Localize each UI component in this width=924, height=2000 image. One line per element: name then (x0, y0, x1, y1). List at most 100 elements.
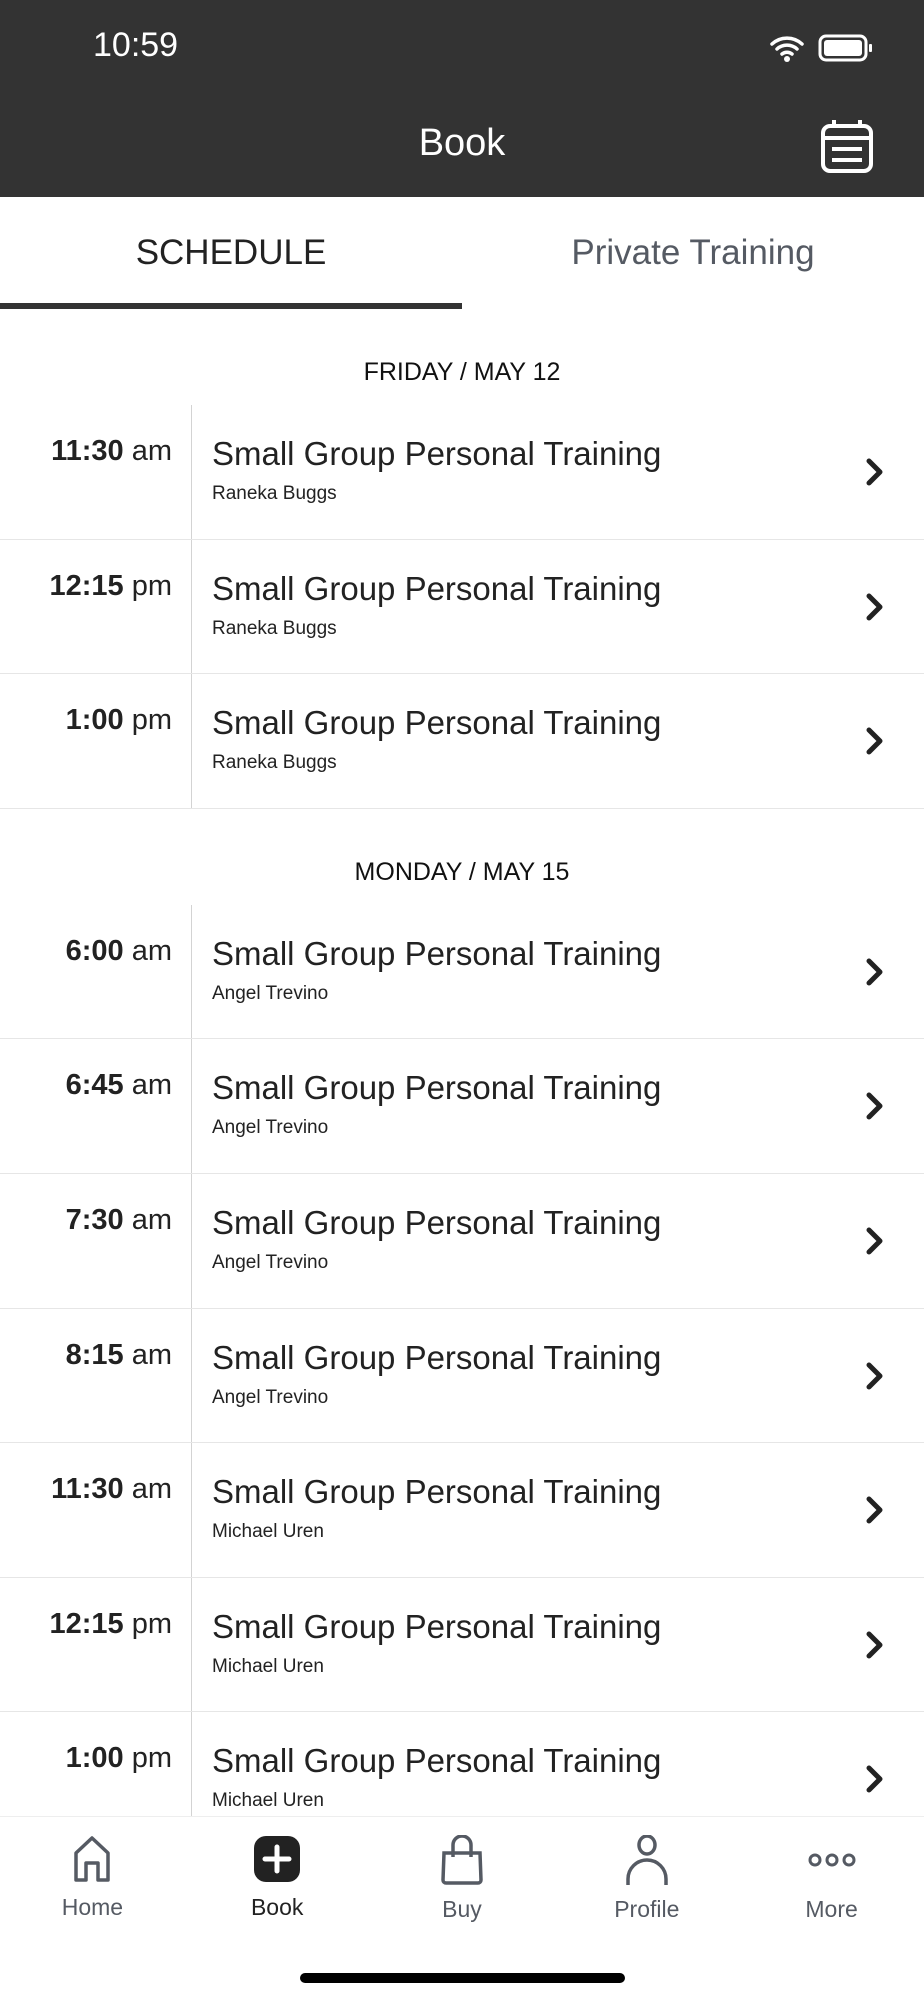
date-header: MONDAY / MAY 15 (354, 857, 570, 886)
class-row[interactable]: 8:15 am Small Group Personal Training An… (0, 1308, 924, 1444)
chevron-right-icon[interactable] (864, 726, 886, 761)
nav-more[interactable]: More (739, 1817, 924, 2000)
nav-book[interactable]: Book (185, 1817, 370, 2000)
class-time: 12:15 pm (49, 570, 172, 603)
time-value: 7:30 (65, 1203, 124, 1236)
plus-icon (253, 1836, 301, 1887)
person-icon (624, 1834, 670, 1889)
class-time: 8:15 am (66, 1339, 172, 1372)
class-row[interactable]: 12:15 pm Small Group Personal Training M… (0, 1577, 924, 1713)
class-row[interactable]: 12:15 pm Small Group Personal Training R… (0, 539, 924, 675)
chevron-right-icon[interactable] (864, 1361, 886, 1396)
tab-bar: SCHEDULE Private Training (0, 197, 924, 309)
nav-label: Book (250, 1894, 304, 1920)
chevron-right-icon[interactable] (864, 1091, 886, 1126)
class-name: Small Group Personal Training (212, 704, 662, 742)
chevron-right-icon[interactable] (864, 592, 886, 627)
status-icons (770, 34, 874, 62)
time-ampm: pm (131, 569, 172, 602)
class-name: Small Group Personal Training (212, 435, 662, 472)
divider (191, 539, 192, 674)
instructor-name: Angel Trevino (212, 1117, 329, 1139)
time-ampm: am (131, 1203, 172, 1236)
divider (191, 1712, 192, 1816)
class-time: 11:30 am (51, 435, 172, 468)
tab-private-training[interactable]: Private Training (571, 233, 815, 272)
class-time: 11:30 am (51, 1473, 172, 1506)
class-row[interactable]: 7:30 am Small Group Personal Training An… (0, 1173, 924, 1309)
class-name: Small Group Personal Training (212, 1742, 662, 1780)
divider (191, 1308, 192, 1443)
nav-label: More (805, 1896, 858, 1922)
time-value: 11:30 (51, 435, 124, 467)
chevron-right-icon[interactable] (864, 457, 886, 492)
nav-home[interactable]: Home (0, 1817, 185, 2000)
time-ampm: am (131, 934, 172, 967)
instructor-name: Michael Uren (212, 1790, 324, 1812)
class-row[interactable]: 1:00 pm Small Group Personal Training Ra… (0, 674, 924, 809)
instructor-name: Angel Trevino (212, 1386, 329, 1408)
time-value: 8:15 (65, 1338, 124, 1371)
nav-label: Buy (442, 1896, 482, 1922)
instructor-name: Michael Uren (212, 1521, 324, 1543)
instructor-name: Angel Trevino (212, 1251, 329, 1273)
chevron-right-icon[interactable] (864, 1764, 886, 1799)
chevron-right-icon[interactable] (864, 1630, 886, 1665)
class-time: 12:15 pm (49, 1608, 172, 1641)
chevron-right-icon[interactable] (864, 1226, 886, 1261)
class-name: Small Group Personal Training (212, 934, 662, 972)
bottom-nav: Home Book Buy Profile More (0, 1816, 924, 2000)
time-ampm: pm (131, 704, 172, 737)
battery-icon (818, 34, 872, 62)
class-name: Small Group Personal Training (212, 1203, 662, 1241)
class-row[interactable]: 11:30 am Small Group Personal Training M… (0, 1443, 924, 1578)
class-row[interactable]: 6:45 am Small Group Personal Training An… (0, 1039, 924, 1174)
nav-buy[interactable]: Buy (370, 1817, 555, 2000)
tab-schedule[interactable]: SCHEDULE (0, 197, 462, 309)
class-name: Small Group Personal Training (212, 1069, 662, 1107)
chevron-right-icon[interactable] (864, 1495, 886, 1530)
page-title: Book (418, 122, 506, 164)
time-ampm: am (131, 1069, 172, 1102)
app-header: 10:59 Book (0, 0, 924, 197)
time-ampm: pm (131, 1607, 172, 1640)
divider (191, 904, 192, 1039)
time-value: 12:15 (49, 1607, 124, 1640)
more-icon (807, 1853, 857, 1889)
wifi-icon (770, 36, 804, 62)
class-time: 6:00 am (66, 935, 172, 968)
bag-icon (439, 1834, 485, 1889)
class-time: 1:00 pm (66, 1742, 172, 1775)
time-value: 6:45 (65, 1069, 124, 1102)
class-time: 7:30 am (66, 1204, 172, 1237)
home-indicator[interactable] (300, 1973, 625, 1983)
divider (191, 1577, 192, 1712)
instructor-name: Angel Trevino (212, 982, 329, 1004)
class-time: 6:45 am (66, 1069, 172, 1102)
time-value: 12:15 (49, 569, 124, 602)
class-row[interactable]: 11:30 am Small Group Personal Training R… (0, 405, 924, 540)
class-row[interactable]: 6:00 am Small Group Personal Training An… (0, 904, 924, 1040)
home-icon (70, 1836, 114, 1887)
divider (191, 674, 192, 808)
time-value: 6:00 (65, 934, 124, 967)
time-value: 1:00 (65, 1742, 124, 1775)
class-name: Small Group Personal Training (212, 1338, 662, 1376)
time-ampm: am (131, 1338, 172, 1371)
calendar-icon[interactable] (820, 118, 874, 174)
instructor-name: Michael Uren (212, 1655, 324, 1677)
schedule-list[interactable]: FRIDAY / MAY 12 11:30 am Small Group Per… (0, 309, 924, 1816)
status-time: 10:59 (93, 26, 179, 64)
time-ampm: am (131, 435, 172, 467)
time-value: 11:30 (51, 1473, 124, 1506)
nav-label: Profile (614, 1896, 680, 1922)
nav-profile[interactable]: Profile (554, 1817, 739, 2000)
chevron-right-icon[interactable] (864, 957, 886, 992)
time-ampm: pm (131, 1742, 172, 1775)
class-row[interactable]: 1:00 pm Small Group Personal Training Mi… (0, 1712, 924, 1816)
class-name: Small Group Personal Training (212, 569, 662, 607)
date-header: FRIDAY / MAY 12 (363, 358, 561, 386)
divider (191, 405, 192, 539)
time-value: 1:00 (65, 704, 124, 737)
class-time: 1:00 pm (66, 704, 172, 737)
